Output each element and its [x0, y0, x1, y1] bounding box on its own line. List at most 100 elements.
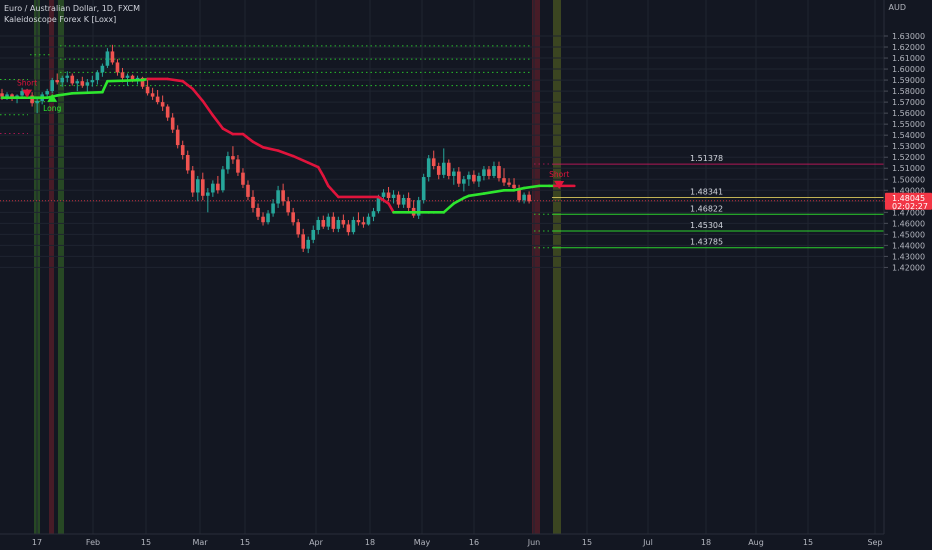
candle[interactable]	[30, 92, 34, 107]
candle[interactable]	[421, 173, 426, 204]
candle[interactable]	[306, 236, 311, 254]
candle[interactable]	[45, 88, 49, 98]
candle[interactable]	[361, 216, 366, 228]
candle[interactable]	[396, 191, 401, 208]
candle[interactable]	[75, 78, 80, 92]
candle[interactable]	[55, 73, 60, 85]
candle[interactable]	[391, 190, 396, 204]
candle[interactable]	[246, 180, 250, 201]
candle[interactable]	[90, 75, 95, 87]
candle[interactable]	[457, 167, 461, 187]
candle[interactable]	[165, 104, 170, 121]
candle[interactable]	[110, 44, 115, 65]
candle[interactable]	[512, 178, 516, 191]
candle[interactable]	[371, 207, 376, 222]
candle[interactable]	[20, 87, 24, 98]
candle[interactable]	[487, 166, 491, 180]
candle[interactable]	[145, 80, 150, 96]
candle[interactable]	[256, 203, 260, 221]
candle[interactable]	[201, 172, 205, 201]
candle[interactable]	[336, 216, 341, 233]
candle[interactable]	[185, 150, 190, 174]
candle[interactable]	[251, 190, 255, 213]
candle[interactable]	[115, 59, 120, 76]
candle[interactable]	[356, 212, 361, 226]
candle[interactable]	[416, 196, 421, 219]
candle[interactable]	[497, 161, 501, 182]
candle[interactable]	[155, 89, 160, 105]
candle[interactable]	[507, 178, 511, 187]
candle[interactable]	[170, 113, 175, 133]
candle[interactable]	[80, 76, 85, 88]
candle[interactable]	[436, 162, 441, 180]
signal-marker[interactable]: Short	[17, 79, 37, 98]
candle[interactable]	[482, 166, 486, 181]
candle[interactable]	[236, 155, 240, 176]
candle[interactable]	[286, 196, 290, 216]
candle[interactable]	[401, 194, 406, 208]
candle[interactable]	[95, 70, 100, 85]
candle[interactable]	[226, 151, 230, 174]
price-axis[interactable]	[884, 0, 932, 550]
candle[interactable]	[160, 95, 165, 111]
candle[interactable]	[502, 168, 506, 186]
candle[interactable]	[467, 171, 471, 186]
indicator-title[interactable]: Kaleidoscope Forex K [Loxx]	[4, 15, 117, 24]
candle[interactable]	[472, 170, 476, 184]
candle[interactable]	[271, 199, 275, 217]
candle[interactable]	[216, 175, 220, 194]
candle[interactable]	[50, 77, 54, 94]
candle[interactable]	[431, 150, 436, 170]
currency-label[interactable]: AUD	[888, 3, 907, 12]
candle[interactable]	[281, 183, 285, 206]
candle[interactable]	[492, 161, 496, 179]
candle[interactable]	[206, 188, 210, 213]
candle[interactable]	[65, 71, 70, 83]
candle[interactable]	[452, 168, 456, 185]
candle[interactable]	[441, 148, 446, 179]
candle[interactable]	[301, 228, 305, 252]
time-axis[interactable]	[0, 534, 884, 550]
candle[interactable]	[527, 191, 531, 204]
symbol-title[interactable]: Euro / Australian Dollar, 1D, FXCM	[4, 4, 141, 13]
candle[interactable]	[105, 48, 110, 68]
candle[interactable]	[331, 212, 336, 233]
candle[interactable]	[446, 159, 451, 180]
candle[interactable]	[211, 180, 215, 197]
candle[interactable]	[522, 192, 526, 204]
candle[interactable]	[35, 97, 39, 114]
candle[interactable]	[346, 220, 351, 236]
candle[interactable]	[462, 175, 466, 192]
candle[interactable]	[221, 166, 225, 193]
candle[interactable]	[100, 63, 105, 77]
candle[interactable]	[231, 146, 235, 164]
candle[interactable]	[341, 214, 346, 228]
candle[interactable]	[291, 207, 295, 226]
candle[interactable]	[321, 215, 326, 229]
candle[interactable]	[426, 155, 431, 182]
candle[interactable]	[311, 225, 316, 244]
candle[interactable]	[351, 216, 356, 235]
candle[interactable]	[180, 140, 185, 160]
candle[interactable]	[366, 213, 371, 226]
candle[interactable]	[241, 168, 245, 189]
candle[interactable]	[276, 185, 280, 208]
candle[interactable]	[517, 184, 521, 203]
candle[interactable]	[316, 216, 321, 235]
candle[interactable]	[85, 78, 90, 93]
candle[interactable]	[296, 218, 300, 238]
candle[interactable]	[175, 125, 180, 149]
candle[interactable]	[326, 213, 331, 230]
signal-marker[interactable]: Short	[549, 170, 569, 190]
candle[interactable]	[477, 172, 481, 187]
candle[interactable]	[406, 192, 411, 212]
candle[interactable]	[60, 75, 65, 87]
candle[interactable]	[70, 73, 75, 86]
candle[interactable]	[386, 186, 391, 202]
candle[interactable]	[195, 175, 200, 202]
candle[interactable]	[261, 212, 265, 226]
candle[interactable]	[150, 87, 155, 100]
signal-marker[interactable]: Long	[43, 93, 62, 113]
